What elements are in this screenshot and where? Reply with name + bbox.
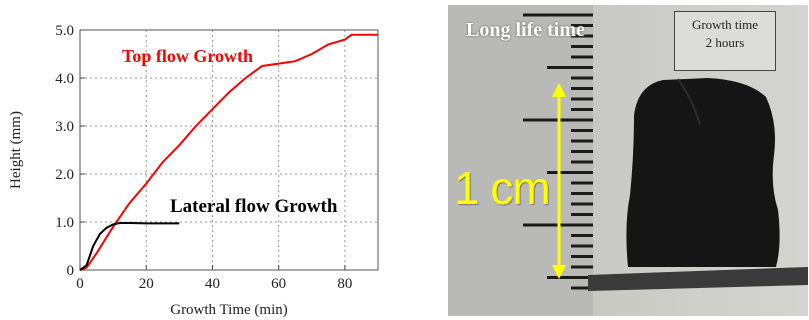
sample-block — [626, 78, 780, 267]
y-axis-label: Height (mm) — [8, 111, 24, 189]
series-line-1 — [79, 222, 180, 271]
y-tick-label: 3.0 — [55, 119, 74, 135]
plot-frame — [79, 29, 379, 271]
base-plate — [588, 267, 808, 291]
growth-chart: 0 1.0 2.0 3.0 4.0 5.0 0 20 40 60 80 Top flow Growt… — [8, 23, 379, 318]
chart-ticks: 0 1.0 2.0 3.0 4.0 5.0 0 20 40 60 80 — [55, 23, 352, 292]
sample-crack — [677, 78, 701, 126]
x-axis-label: Growth Time (min) — [170, 302, 288, 318]
growth-time-box: Growth time 2 hours — [674, 11, 776, 71]
info-line-1: Growth time — [691, 17, 759, 32]
chart-grid — [80, 29, 378, 270]
sample-photo: Long life time Growth time 2 hours 1 cm — [448, 5, 808, 316]
series-line-0 — [79, 33, 378, 271]
x-tick-label: 0 — [76, 276, 84, 292]
x-tick-label: 40 — [205, 276, 220, 292]
x-tick-label: 20 — [139, 276, 154, 292]
photo-title: Long life time — [466, 19, 585, 41]
y-tick-label: 2.0 — [55, 167, 74, 183]
series-label-top-flow: Top flow Growth — [122, 46, 253, 66]
ruler — [448, 5, 593, 316]
info-line-2: 2 hours — [705, 35, 745, 50]
scale-label: 1 cm — [454, 162, 551, 214]
y-tick-label: 4.0 — [55, 71, 74, 87]
scale-arrow-head-top — [552, 83, 566, 97]
y-tick-label: 1.0 — [55, 215, 74, 231]
chart-series — [79, 33, 378, 271]
x-tick-label: 60 — [271, 276, 286, 292]
series-label-lateral-flow: Lateral flow Growth — [170, 196, 338, 217]
x-tick-label: 80 — [337, 276, 352, 292]
ruler-ticks — [523, 13, 593, 290]
y-tick-label: 5.0 — [55, 23, 74, 39]
y-tick-label: 0 — [67, 263, 75, 279]
scale-arrow-head-bottom — [552, 265, 566, 279]
